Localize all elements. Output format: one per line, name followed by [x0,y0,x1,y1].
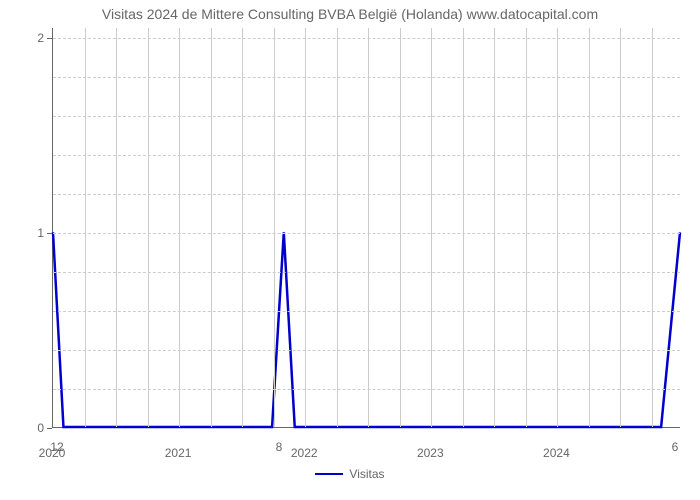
x-tick-label: 2022 [291,446,318,460]
y-tick-label: 0 [24,421,44,435]
gridline-v [589,28,590,427]
gridline-v [337,28,338,427]
x-tick-label: 2024 [543,446,570,460]
x-tick-label: 2023 [417,446,444,460]
y-tick-label: 2 [24,31,44,45]
gridline-v [148,28,149,427]
gridline-h [53,233,680,234]
chart-container: Visitas 2024 de Mittere Consulting BVBA … [0,0,700,500]
gridline-v [526,28,527,427]
gridline-h [53,77,680,78]
plot-area [52,28,680,428]
gridline-h [53,38,680,39]
x-tick-label: 2021 [165,446,192,460]
gridline-h [53,194,680,195]
gridline-v [85,28,86,427]
data-annotation: 6 [672,440,679,454]
y-tick-mark [47,428,52,429]
y-tick-label: 1 [24,226,44,240]
y-tick-mark [47,233,52,234]
gridline-v [368,28,369,427]
legend-label: Visitas [349,467,384,481]
gridline-h [53,389,680,390]
gridline-v [179,28,180,427]
gridline-v [652,28,653,427]
gridline-v [400,28,401,427]
data-annotation: 8 [276,440,283,454]
y-tick-mark [47,38,52,39]
gridline-v [274,28,275,427]
gridline-v [620,28,621,427]
gridline-v [494,28,495,427]
legend: Visitas [0,466,700,481]
gridline-v [463,28,464,427]
gridline-h [53,272,680,273]
data-annotation: 12 [50,440,63,454]
gridline-h [53,350,680,351]
gridline-v [211,28,212,427]
gridline-h [53,116,680,117]
gridline-v [305,28,306,427]
gridline-v [431,28,432,427]
gridline-h [53,155,680,156]
gridline-h [53,311,680,312]
chart-title: Visitas 2024 de Mittere Consulting BVBA … [0,6,700,22]
legend-swatch [315,473,343,475]
gridline-v [116,28,117,427]
gridline-v [242,28,243,427]
gridline-v [557,28,558,427]
